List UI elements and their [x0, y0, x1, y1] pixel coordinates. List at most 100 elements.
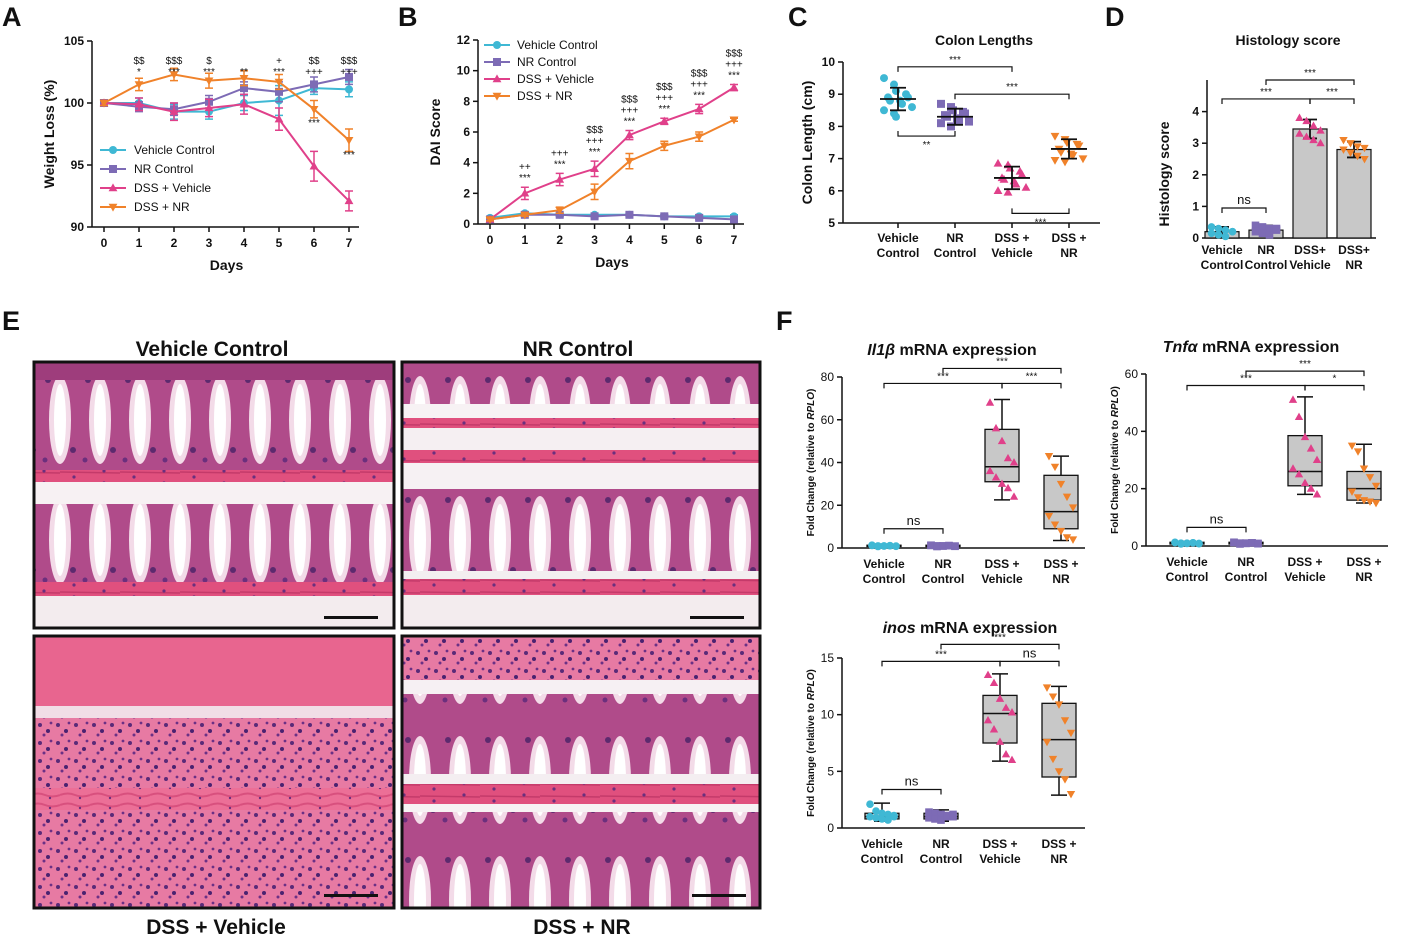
y-tick-label: 40	[821, 456, 835, 470]
y-tick-label: 4	[1192, 105, 1199, 119]
significance-label: ***	[994, 632, 1006, 643]
box-whisker	[992, 673, 1008, 762]
legend-label-vehicle: Vehicle Control	[134, 143, 215, 157]
data-point-dss_nr	[1365, 498, 1375, 506]
x-tick-label: 0	[101, 236, 108, 250]
data-point-dss_nr	[1042, 738, 1052, 747]
data-point-nr	[937, 816, 945, 824]
data-point-nr	[240, 84, 248, 93]
category-label: NR Control	[934, 231, 977, 260]
data-point-vehicle	[886, 96, 894, 105]
x-tick-label: 1	[522, 233, 529, 247]
data-point-dss_nr	[344, 137, 354, 145]
y-tick-label: 0	[463, 217, 470, 231]
significance-bracket	[1265, 79, 1355, 85]
data-point-dss_vehicle	[1007, 755, 1017, 764]
y-tick-label: 2	[1192, 168, 1199, 182]
significance-bracket	[1309, 98, 1355, 104]
significance-bracket	[1245, 370, 1365, 377]
x-tick-label: 3	[206, 236, 213, 250]
chart-il1b-expression: Il1β mRNA expression 0 20 40 60 80 Fold Change…	[806, 342, 1085, 586]
annotation: ++	[519, 162, 531, 173]
data-point-dss_nr	[274, 78, 284, 87]
y-tick-label: 10	[821, 708, 835, 722]
data-point-vehicle	[1221, 232, 1230, 241]
chart-title: Histology score	[1235, 32, 1340, 48]
data-point-nr	[949, 810, 957, 819]
y-axis-title: Fold Change (relative to RPLO)	[806, 669, 817, 817]
data-point-dss_vehicle	[204, 103, 214, 112]
significance-label: ns	[905, 773, 919, 788]
data-point-dss_nr	[1044, 512, 1054, 521]
data-point-dss_vehicle	[625, 130, 634, 139]
category-label: DSS+ NR	[1338, 243, 1370, 272]
annotation: ***	[728, 70, 740, 81]
data-point-dss_vehicle	[1007, 708, 1017, 716]
annotation: $$	[308, 56, 320, 67]
data-point-nr	[1258, 223, 1267, 231]
data-point-dss_nr	[1060, 158, 1070, 167]
data-point-vehicle	[890, 812, 898, 821]
data-point-dss_vehicle	[1306, 444, 1316, 452]
data-point-dss_vehicle	[1003, 453, 1013, 462]
y-tick-label: 2	[463, 186, 470, 200]
series-line-nr	[103, 75, 350, 111]
chart-tnfa-expression: Tnfα mRNA expression 0 20 40 60 Fold Change (…	[1110, 339, 1388, 584]
x-axis-title: Days	[595, 254, 629, 270]
y-tick-label: 6	[463, 125, 470, 139]
series-line-dss_nr	[103, 73, 350, 141]
data-point-dss_nr	[590, 188, 599, 197]
bar	[1292, 128, 1328, 239]
significance-bracket	[881, 660, 1001, 667]
data-point-vehicle	[1207, 223, 1216, 231]
histology-image-dss-vehicle	[32, 634, 396, 910]
data-point-nr	[1272, 224, 1281, 233]
y-tick-label: 0	[1131, 539, 1138, 553]
significance-bracket	[1011, 208, 1070, 214]
category-label: DSS + Vehicle	[979, 837, 1021, 866]
data-point-dss_vehicle	[1294, 469, 1304, 478]
data-point-nr	[660, 212, 669, 221]
data-point-dss_nr	[1339, 137, 1348, 145]
legend-marker-nr	[109, 165, 117, 173]
data-point-dss_vehicle	[1294, 412, 1304, 421]
legend-marker-dss_vehicle	[108, 183, 118, 192]
data-point-dss_nr	[1353, 143, 1362, 151]
data-point-vehicle	[878, 809, 886, 818]
data-point-nr	[947, 122, 955, 131]
data-point-dss_vehicle	[997, 479, 1007, 487]
y-axis-title: Fold Change (relative to RPLO)	[806, 389, 817, 537]
data-point-nr	[955, 115, 963, 124]
y-tick-label: 6	[828, 184, 835, 198]
legend-label-dss_nr: DSS + NR	[517, 89, 573, 103]
data-point-vehicle	[868, 541, 876, 550]
annotation: $$$	[656, 82, 673, 93]
data-point-dss_nr	[1359, 465, 1369, 473]
category-label: DSS + NR	[1043, 557, 1078, 586]
y-tick-label: 0	[827, 541, 834, 555]
data-point-dss_vehicle	[983, 670, 993, 679]
annotation: +++	[725, 59, 743, 70]
chart-title: Il1β mRNA expression	[867, 342, 1036, 359]
panel-label-e: E	[2, 306, 20, 336]
data-point-nr	[961, 109, 969, 118]
panel-label-d: D	[1105, 2, 1125, 32]
data-point-dss_nr	[659, 142, 669, 151]
data-point-vehicle	[892, 542, 900, 550]
data-point-dss_vehicle	[989, 678, 999, 686]
data-point-dss_nr	[1365, 474, 1375, 482]
annotation: ***	[624, 116, 636, 127]
data-point-dss_vehicle	[997, 436, 1007, 445]
data-point-dss_vehicle	[239, 99, 249, 108]
significance-bracket	[1001, 382, 1062, 389]
data-point-nr	[925, 814, 933, 822]
data-point-nr	[1254, 539, 1262, 548]
data-point-nr	[625, 210, 634, 219]
y-tick-label: 5	[827, 764, 834, 778]
histology-label-vehicle-control: Vehicle Control	[136, 338, 289, 361]
x-tick-label: 7	[731, 233, 738, 247]
data-point-dss_vehicle	[1295, 129, 1304, 137]
significance-bracket	[883, 382, 1003, 389]
data-point-dss_nr	[1371, 499, 1381, 508]
annotation: *	[137, 67, 141, 78]
